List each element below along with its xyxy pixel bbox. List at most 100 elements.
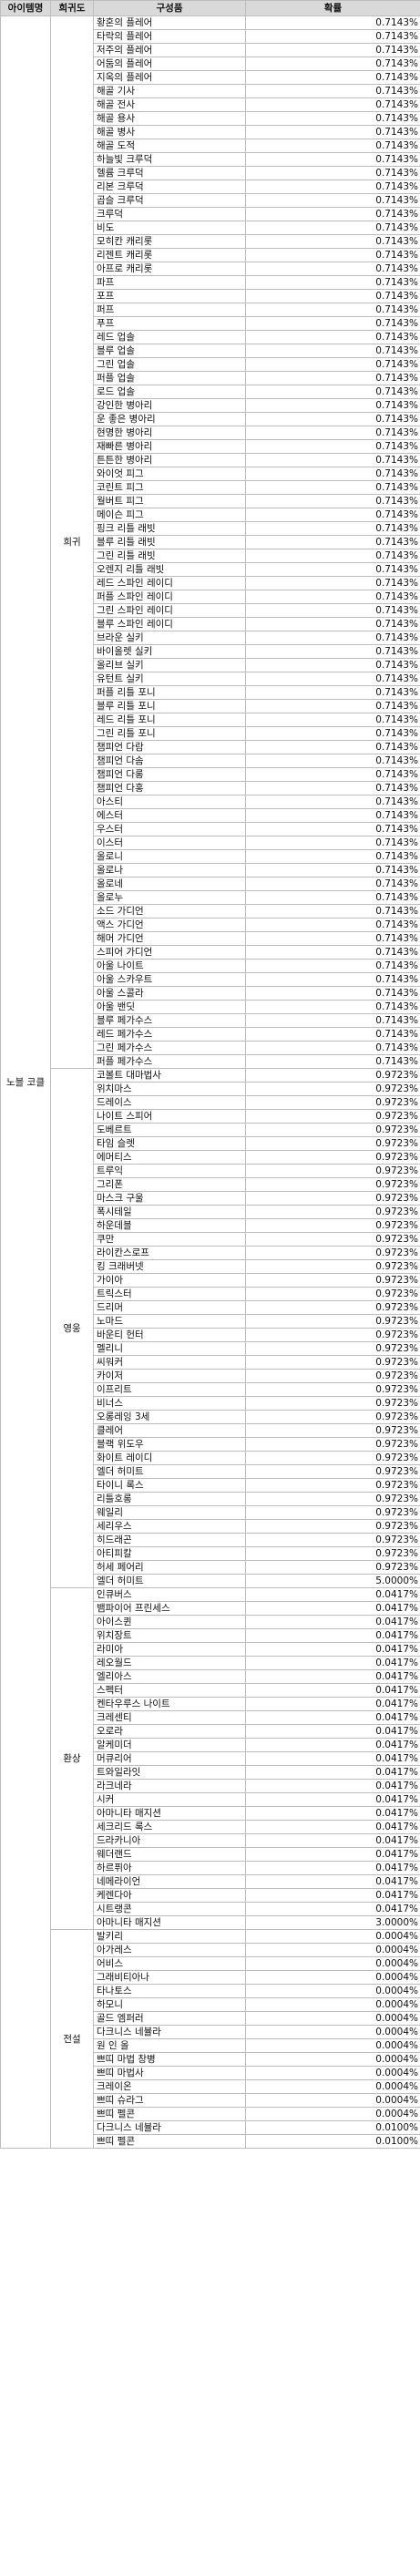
component-cell: 황혼의 플레어 <box>93 15 246 30</box>
probability-cell: 0.9723% <box>245 1369 420 1383</box>
probability-cell: 0.9723% <box>245 1273 420 1288</box>
table-row: 해머 가디언 0.7143% <box>1 931 420 946</box>
table-row: 하운데블 0.9723% <box>1 1218 420 1233</box>
component-cell: 에머티스 <box>93 1150 246 1165</box>
table-row: 해골 도적 0.7143% <box>1 139 420 153</box>
probability-cell: 0.7143% <box>245 904 420 919</box>
table-row: 현명한 병아리 0.7143% <box>1 426 420 440</box>
probability-cell: 0.0004% <box>245 1984 420 1998</box>
component-cell: 와이엇 피그 <box>93 467 246 481</box>
probability-cell: 0.0417% <box>245 1642 420 1657</box>
table-row: 쁘띠 마법 창병 0.0004% <box>1 2052 420 2067</box>
probability-cell: 0.7143% <box>245 863 420 877</box>
rarity-cell: 전설 <box>50 1929 94 2149</box>
probability-cell: 0.7143% <box>245 521 420 536</box>
component-cell: 라미아 <box>93 1642 246 1657</box>
table-row: 올로나 0.7143% <box>1 863 420 877</box>
table-row: 폭시테일 0.9723% <box>1 1205 420 1219</box>
component-cell: 드라카니아 <box>93 1833 246 1848</box>
component-cell: 쁘띠 슈라그 <box>93 2093 246 2108</box>
table-row: 아이스퀸 0.0417% <box>1 1615 420 1629</box>
probability-cell: 0.0417% <box>245 1738 420 1752</box>
component-cell: 트릭스터 <box>93 1287 246 1301</box>
probability-cell: 0.7143% <box>245 986 420 1001</box>
component-cell: 뱀파이어 프린세스 <box>93 1601 246 1616</box>
probability-cell: 0.7143% <box>245 344 420 358</box>
component-cell: 위치마스 <box>93 1082 246 1096</box>
probability-cell: 0.7143% <box>245 795 420 809</box>
component-cell: 액스 가디언 <box>93 918 246 932</box>
component-cell: 발키리 <box>93 1929 246 1944</box>
table-row: 나이트 스피어 0.9723% <box>1 1109 420 1124</box>
table-row: 그린 스파인 레이디 0.7143% <box>1 603 420 618</box>
component-cell: 그리폰 <box>93 1177 246 1192</box>
table-row: 라이칸스로프 0.9723% <box>1 1246 420 1260</box>
component-cell: 다크니스 네뷸라 <box>93 2025 246 2039</box>
probability-cell: 0.7143% <box>245 139 420 153</box>
probability-cell: 0.9723% <box>245 1109 420 1124</box>
component-cell: 핑크 리틀 래빗 <box>93 521 246 536</box>
probability-cell: 5.0000% <box>245 1574 420 1588</box>
probability-cell: 0.9723% <box>245 1546 420 1561</box>
table-row: 엘리아스 0.0417% <box>1 1669 420 1684</box>
table-row: 어비스 0.0004% <box>1 1956 420 1971</box>
component-cell: 퍼플 리틀 포니 <box>93 685 246 700</box>
probability-cell: 0.0004% <box>245 2025 420 2039</box>
component-cell: 해골 병사 <box>93 125 246 139</box>
table-row: 해골 용사 0.7143% <box>1 111 420 126</box>
component-cell: 챔피언 다솜 <box>93 754 246 768</box>
item-name-cell: 노블 코클 <box>0 15 51 2149</box>
probability-cell: 0.7143% <box>245 398 420 413</box>
probability-cell: 0.7143% <box>245 931 420 946</box>
table-row: 시커 0.0417% <box>1 1792 420 1807</box>
probability-cell: 0.7143% <box>245 166 420 180</box>
probability-cell: 0.0417% <box>245 1833 420 1848</box>
table-row: 곱슬 크루덕 0.7143% <box>1 193 420 208</box>
probability-cell: 0.7143% <box>245 56 420 71</box>
component-cell: 소드 가디언 <box>93 904 246 919</box>
component-cell: 리틀호롱 <box>93 1492 246 1506</box>
component-cell: 골드 엠퍼러 <box>93 2011 246 2026</box>
probability-cell: 0.0417% <box>245 1751 420 1766</box>
component-cell: 허세 페어리 <box>93 1560 246 1575</box>
probability-cell: 0.0004% <box>245 2093 420 2108</box>
probability-cell: 0.7143% <box>245 330 420 344</box>
probability-cell: 0.7143% <box>245 685 420 700</box>
table-row: 리젠트 캐리롯 0.7143% <box>1 248 420 262</box>
probability-cell: 0.7143% <box>245 70 420 85</box>
component-cell: 올리브 실키 <box>93 658 246 672</box>
component-cell: 블루 스파인 레이디 <box>93 617 246 631</box>
probability-cell: 0.0417% <box>245 1656 420 1670</box>
probability-cell: 0.7143% <box>245 275 420 290</box>
table-row: 블루 스파인 레이디 0.7143% <box>1 617 420 631</box>
component-cell: 히드래곤 <box>93 1533 246 1547</box>
component-cell: 퍼플 업솔 <box>93 371 246 385</box>
component-cell: 멜리니 <box>93 1341 246 1356</box>
probability-cell: 0.0004% <box>245 1929 420 1944</box>
probability-cell: 0.7143% <box>245 767 420 782</box>
probability-cell: 0.9723% <box>245 1437 420 1452</box>
probability-cell: 0.7143% <box>245 207 420 221</box>
component-cell: 코린트 피그 <box>93 480 246 495</box>
component-cell: 챔피언 다롱 <box>93 767 246 782</box>
component-cell: 재빠른 병아리 <box>93 439 246 454</box>
probability-cell: 0.9723% <box>245 1123 420 1137</box>
table-row: 하모니 0.0004% <box>1 1997 420 2012</box>
probability-cell: 0.7143% <box>245 453 420 467</box>
probability-cell: 0.0417% <box>245 1724 420 1739</box>
component-cell: 클레어 <box>93 1423 246 1438</box>
probability-cell: 0.0417% <box>245 1683 420 1698</box>
table-row: 챔피언 다홍 0.7143% <box>1 781 420 795</box>
component-cell: 킹 크래버넷 <box>93 1259 246 1274</box>
probability-cell: 0.7143% <box>245 234 420 249</box>
probability-cell: 0.7143% <box>245 658 420 672</box>
probability-cell: 0.7143% <box>245 289 420 303</box>
probability-cell: 0.7143% <box>245 303 420 317</box>
table-row: 에머티스 0.9723% <box>1 1150 420 1165</box>
component-cell: 블루 리틀 포니 <box>93 699 246 713</box>
probability-cell: 0.7143% <box>245 781 420 795</box>
component-cell: 메이슨 피그 <box>93 508 246 522</box>
component-cell: 해머 가디언 <box>93 931 246 946</box>
table-row: 하늘빛 크루덕 0.7143% <box>1 152 420 167</box>
component-cell: 드레이스 <box>93 1095 246 1110</box>
